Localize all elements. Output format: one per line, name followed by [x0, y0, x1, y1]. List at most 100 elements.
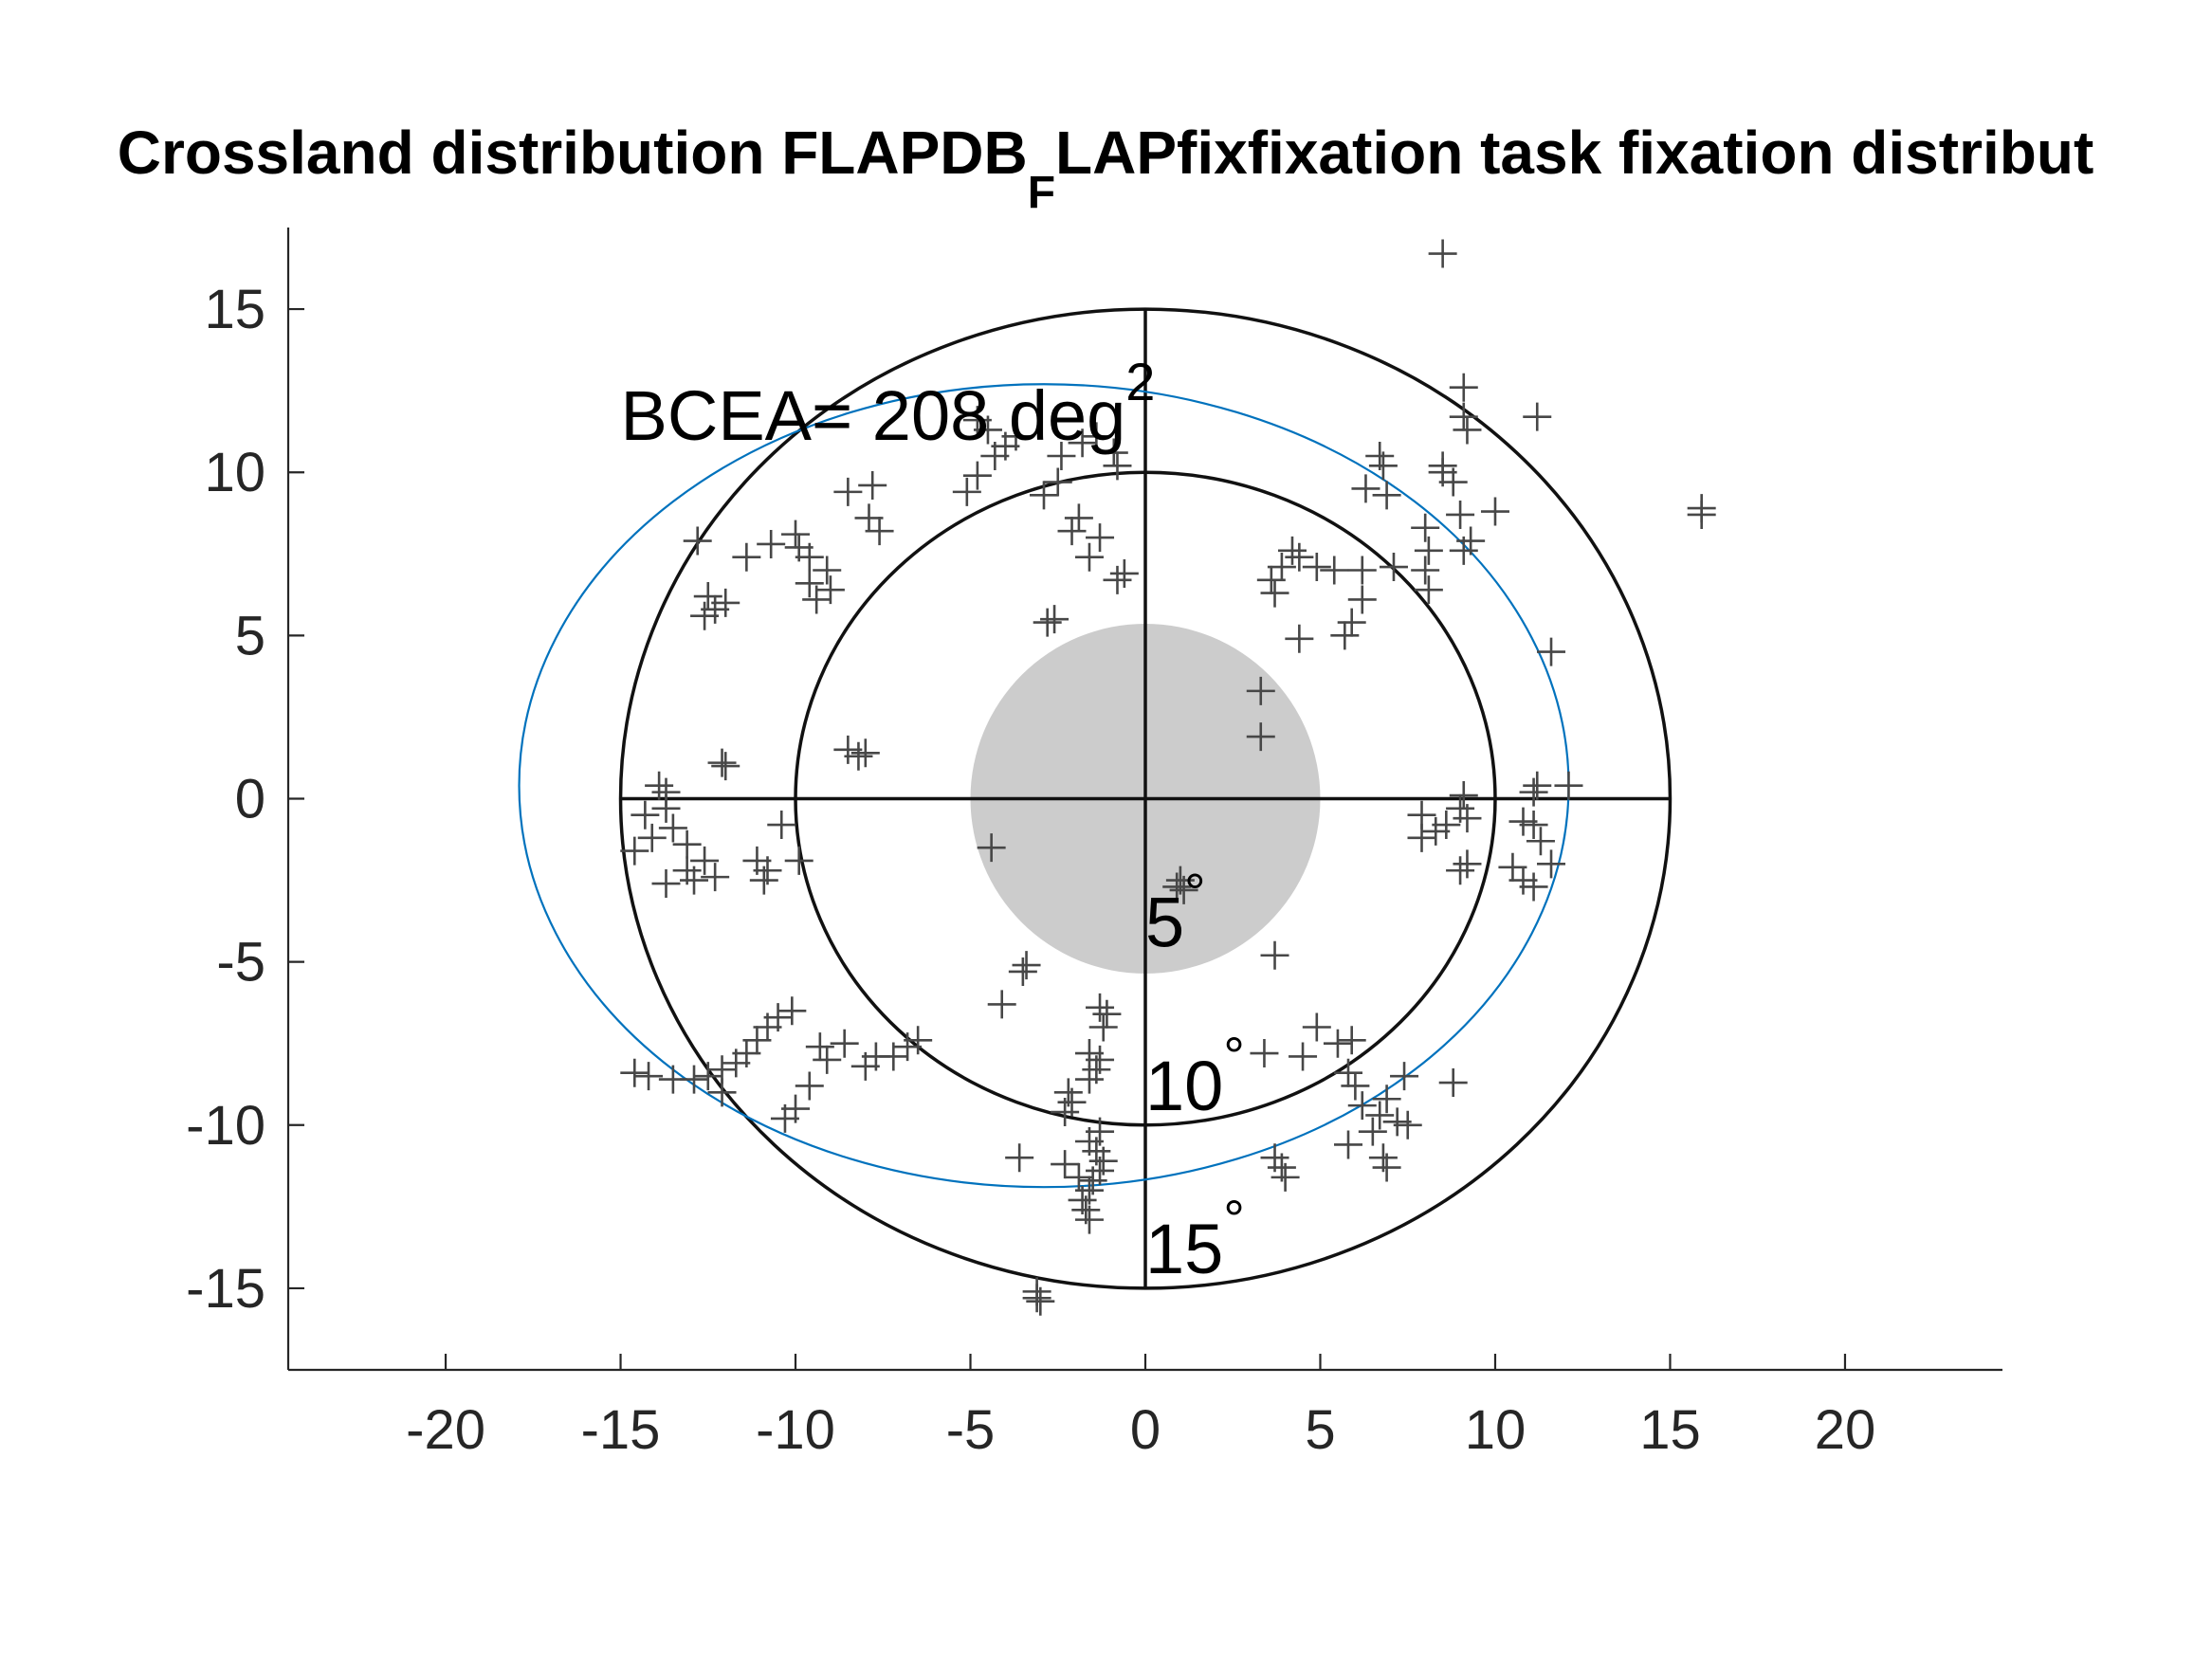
ring-label-value: 10 — [1145, 1047, 1223, 1125]
fixation-point — [658, 813, 687, 843]
fixation-point — [962, 406, 992, 435]
chart-title: Crossland distribution FLAPDBFLAPfixfixa… — [118, 118, 2094, 218]
fixation-point — [1414, 575, 1443, 605]
ring-label-value: 5 — [1145, 884, 1184, 962]
fixation-markers — [620, 239, 1716, 1316]
fixation-point — [767, 811, 796, 840]
fixation-point — [1537, 637, 1566, 666]
fixation-point — [1337, 1026, 1366, 1055]
fixation-point — [1523, 771, 1552, 800]
fixation-point — [1008, 957, 1037, 986]
fixation-point — [1040, 605, 1069, 634]
fixation-point — [904, 1026, 933, 1055]
fixation-point — [1086, 1117, 1115, 1146]
fixation-point — [1169, 875, 1198, 904]
fixation-point — [784, 846, 814, 875]
fixation-point — [1033, 608, 1062, 637]
fixation-point — [795, 569, 824, 598]
x-tick-label: -5 — [946, 1399, 996, 1461]
fixation-point — [1365, 442, 1395, 470]
fixation-point — [1537, 849, 1566, 879]
fixation-point — [711, 588, 740, 617]
fixation-point — [833, 735, 863, 764]
fixation-point — [1393, 1110, 1422, 1139]
fixation-point — [1092, 999, 1122, 1029]
fixation-point — [1446, 856, 1475, 885]
fixation-point — [1277, 536, 1307, 565]
fixation-point — [1064, 1162, 1093, 1192]
fixation-point — [1064, 503, 1093, 533]
fixation-point — [742, 846, 772, 875]
fixation-point — [1351, 474, 1380, 503]
fixation-point — [1246, 676, 1275, 705]
fixation-point — [1082, 422, 1111, 451]
y-tick-label: 15 — [204, 279, 265, 340]
fixation-point — [1086, 523, 1115, 553]
fixation-point — [1323, 1029, 1352, 1058]
fixation-point — [1438, 467, 1468, 497]
fixation-point — [781, 520, 811, 549]
fixation-point — [651, 869, 681, 899]
ring-label-degree: ° — [1223, 1189, 1244, 1249]
ring-label-degree: ° — [1223, 1026, 1244, 1085]
fixation-point — [1453, 849, 1482, 879]
y-tick-label: -5 — [216, 932, 265, 994]
x-tick-label: 5 — [1305, 1399, 1335, 1461]
fixation-point — [1347, 585, 1377, 614]
fixation-point — [1390, 1062, 1419, 1091]
ring-label-degree: ° — [1184, 863, 1205, 922]
fixation-point — [1267, 553, 1296, 582]
bcea-label-superscript: 2 — [1125, 352, 1155, 411]
chart-title-subscript: F — [1028, 168, 1055, 218]
fixation-point — [1446, 500, 1475, 529]
fixation-point — [1246, 722, 1275, 752]
fixation-point — [1372, 481, 1401, 510]
fixation-point — [672, 856, 702, 885]
fixation-point — [1453, 804, 1482, 833]
fixation-point — [1068, 428, 1097, 458]
fixation-point — [683, 526, 712, 556]
fixation-point — [1334, 1130, 1363, 1159]
x-tick-label: 15 — [1639, 1399, 1701, 1461]
fixation-point — [815, 575, 845, 605]
fixation-point — [711, 752, 740, 781]
fixation-point — [620, 1058, 649, 1087]
fixation-point — [1330, 621, 1360, 650]
fixation-point — [781, 1094, 811, 1123]
fixation-point — [777, 996, 807, 1026]
fixation-point — [1012, 951, 1041, 980]
chart-title-prefix: Crossland distribution FLAPDB — [118, 118, 1028, 187]
fixation-point — [805, 1032, 834, 1062]
ring-label-10: 10° — [1145, 1026, 1245, 1125]
y-tick-label: -10 — [186, 1095, 265, 1157]
fixation-point — [1341, 1071, 1370, 1101]
fixation-point — [1320, 556, 1349, 585]
fixation-point — [1302, 1012, 1331, 1042]
fixation-point — [1508, 807, 1538, 836]
fixation-point — [1414, 536, 1443, 565]
fixation-point — [850, 738, 880, 768]
x-tick-label: -10 — [756, 1399, 835, 1461]
fixation-point — [1358, 1117, 1387, 1146]
crosshair — [620, 309, 1671, 1288]
y-tick-label: -15 — [186, 1258, 265, 1320]
fixation-point — [1428, 239, 1457, 268]
fixation-point — [1162, 872, 1192, 902]
fixation-point — [858, 470, 887, 500]
fixation-point — [1074, 1039, 1104, 1068]
fixation-point — [701, 863, 730, 892]
fixation-point — [690, 846, 720, 875]
fixation-point — [1103, 451, 1132, 481]
fixation-point — [1285, 542, 1314, 572]
chart-title-suffix: LAPfixfixation task fixation distribut — [1055, 118, 2093, 187]
fixation-point — [1449, 402, 1478, 431]
fixation-point — [707, 1078, 737, 1107]
ring-label-value: 15 — [1145, 1210, 1223, 1288]
fixation-point — [1260, 940, 1289, 970]
fixation-point — [637, 823, 667, 852]
fixation-point — [1047, 442, 1076, 470]
fixation-point — [987, 990, 1016, 1019]
fixation-point — [1260, 1143, 1289, 1173]
fixation-point — [952, 477, 981, 506]
axes: -20 -15 -10 -5 0 5 10 15 20 -15 -10 -5 0 5 10 15 — [186, 228, 2002, 1461]
